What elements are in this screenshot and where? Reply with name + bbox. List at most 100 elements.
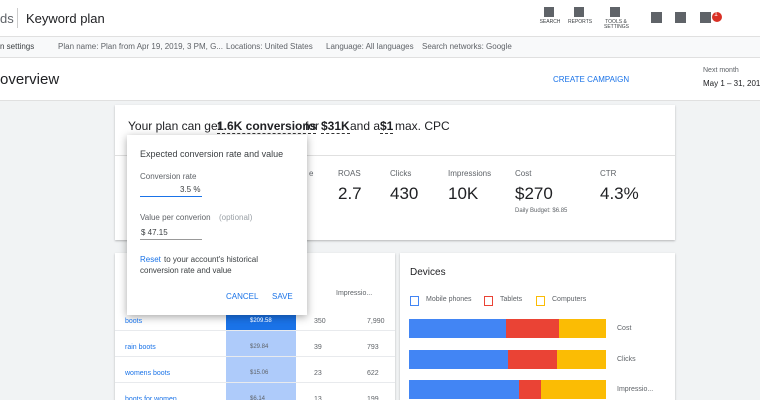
field-optional: (optional) — [219, 213, 253, 222]
field-label: Conversion rate — [140, 172, 197, 181]
range-label: Next month — [703, 67, 739, 74]
product-name: ds — [0, 11, 14, 26]
summary-prefix: Your plan can get — [128, 119, 221, 133]
impressions: 793 — [367, 344, 379, 351]
icon-label[interactable]: TOOLS & SETTINGS — [604, 19, 630, 30]
bar-segment — [519, 380, 541, 399]
clicks: 39 — [314, 344, 322, 351]
summary-value: $31K — [321, 119, 350, 134]
popup — [127, 135, 307, 315]
bar-segment — [540, 380, 606, 399]
bar-segment — [505, 319, 559, 338]
metric-label: CTR — [600, 169, 617, 178]
clicks: 350 — [314, 318, 326, 325]
keyword[interactable]: boots for women — [125, 396, 177, 400]
metric-label: Impressions — [448, 169, 492, 178]
keyword[interactable]: boots — [125, 318, 143, 325]
legend-swatch — [410, 296, 419, 306]
icon — [574, 7, 584, 17]
impressions: 199 — [367, 396, 379, 400]
metric-value: 4.3% — [600, 184, 639, 203]
impressions: 7,990 — [367, 318, 385, 325]
cost: $15.06 — [250, 370, 269, 376]
icon — [700, 12, 711, 23]
create-campaign[interactable]: CREATE CAMPAIGN — [553, 75, 630, 84]
icon — [544, 7, 554, 17]
metric-note: Daily Budget: $6.85 — [515, 208, 568, 214]
section-title: overview — [0, 71, 60, 88]
divider — [115, 155, 675, 156]
cost: $209.58 — [250, 318, 272, 324]
legend-label: Computers — [552, 296, 587, 303]
input-underline — [140, 239, 202, 240]
icon — [610, 7, 620, 17]
input-underline — [140, 196, 202, 197]
icon — [675, 12, 686, 23]
legend-label: Tablets — [500, 296, 523, 303]
save-button[interactable]: SAVE — [272, 292, 293, 301]
row-label[interactable]: Impressio... — [617, 386, 654, 393]
reset-link[interactable]: Reset — [140, 255, 161, 264]
bar-segment — [507, 350, 557, 369]
field-value[interactable]: $ 47.15 — [141, 228, 168, 237]
settings-link[interactable]: n settings — [0, 42, 35, 51]
toolbar — [0, 58, 760, 101]
icon-label[interactable]: SEARCH — [539, 19, 561, 25]
locations: Locations: United States — [226, 42, 313, 51]
bar-segment — [556, 350, 606, 369]
bar-segment — [409, 350, 508, 369]
column-header[interactable]: Impressio... — [336, 290, 373, 297]
keyword[interactable]: womens boots — [125, 370, 171, 377]
metric-value: 10K — [448, 184, 479, 203]
field-value[interactable]: 3.5 % — [180, 185, 201, 194]
summary-conversions: 1.6K conversions — [217, 119, 317, 134]
legend-swatch — [536, 296, 545, 306]
badge-dot — [712, 12, 722, 22]
cost: $6.14 — [250, 396, 266, 400]
card-title: Devices — [410, 267, 446, 278]
settings-bar — [0, 37, 760, 58]
row-divider — [115, 356, 395, 357]
summary-cpc: $1 — [380, 119, 394, 134]
top-bar — [0, 0, 760, 37]
impressions: 622 — [367, 370, 379, 377]
bar-segment — [409, 319, 506, 338]
legend-label: Mobile phones — [426, 296, 472, 303]
clicks: 23 — [314, 370, 322, 377]
field-label: Value per converion — [140, 213, 211, 222]
range[interactable]: May 1 – 31, 2019 — [703, 79, 760, 88]
metric-value: 2.7 — [338, 184, 362, 203]
metric-label: Cost — [515, 169, 532, 178]
popup-title: Expected conversion rate and value — [140, 149, 284, 159]
row-divider — [115, 330, 395, 331]
icon-label[interactable]: REPORTS — [568, 19, 593, 25]
row-label[interactable]: Clicks — [617, 356, 636, 363]
cancel-button[interactable]: CANCEL — [226, 292, 259, 301]
summary-suffix: max. CPC — [395, 119, 450, 133]
metric-label: ROAS — [338, 169, 361, 178]
divider — [17, 8, 18, 28]
clicks: 13 — [314, 396, 322, 400]
badge-count: 1 — [714, 11, 718, 18]
bar-segment — [409, 380, 520, 399]
row-label[interactable]: Cost — [617, 325, 632, 332]
metric-value: $270 — [515, 184, 553, 203]
bar-segment — [558, 319, 606, 338]
metric-value: 430 — [390, 184, 419, 203]
icon — [651, 12, 662, 23]
metric-label: e — [309, 169, 314, 178]
networks: Search networks: Google — [422, 42, 512, 51]
reset-text: to your account's historical — [164, 255, 259, 264]
metric-label: Clicks — [390, 169, 412, 178]
language: Language: All languages — [326, 42, 414, 51]
legend-swatch — [484, 296, 493, 306]
reset-text: conversion rate and value — [140, 266, 232, 275]
keyword[interactable]: rain boots — [125, 344, 156, 351]
summary-and: and a — [350, 119, 381, 133]
page-title: Keyword plan — [26, 11, 105, 26]
row-divider — [115, 382, 395, 383]
summary-for: for — [305, 119, 320, 133]
plan-name: Plan name: Plan from Apr 19, 2019, 3 PM,… — [58, 42, 223, 51]
cost: $29.84 — [250, 344, 269, 350]
